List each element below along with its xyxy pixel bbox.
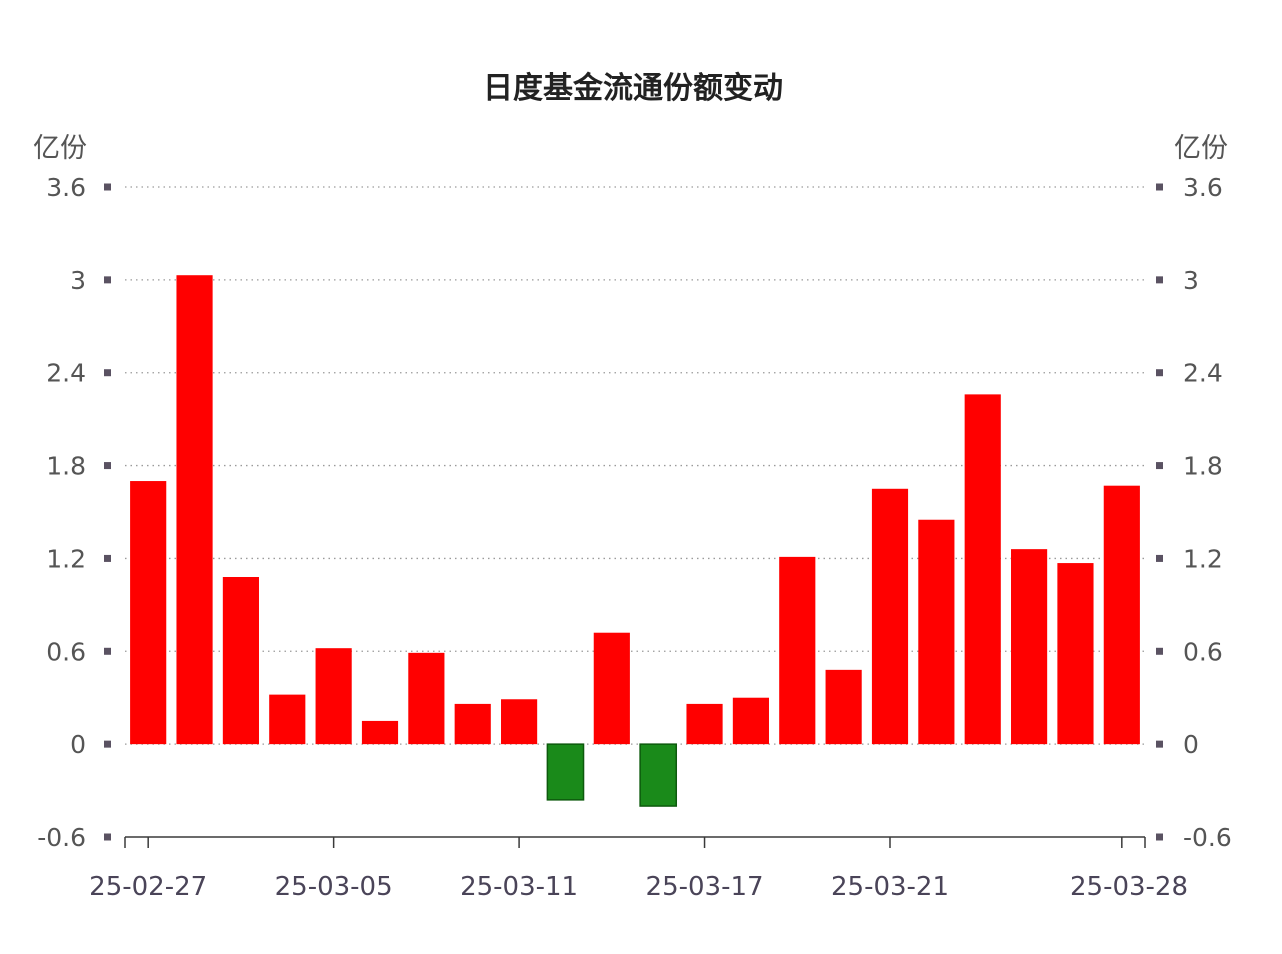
bar	[686, 703, 723, 745]
left-axis-unit: 亿份	[33, 133, 87, 164]
bar	[639, 743, 678, 807]
right-tick-marker	[1156, 183, 1163, 191]
bar	[176, 275, 213, 745]
right-tick-label: 0	[1183, 730, 1199, 759]
left-tick-marker	[104, 554, 111, 562]
left-tick-marker	[104, 462, 111, 470]
left-tick-marker	[104, 740, 111, 748]
bar	[732, 697, 769, 745]
bar	[1103, 485, 1140, 745]
x-tick-label: 25-03-21	[831, 872, 949, 902]
right-tick-marker	[1156, 833, 1163, 841]
left-tick-label: 1.8	[46, 452, 86, 481]
chart-title: 日度基金流通份额变动	[483, 71, 783, 106]
bar	[315, 648, 352, 745]
bar	[130, 481, 167, 745]
x-tick-label: 25-02-27	[89, 872, 207, 902]
bar	[918, 519, 955, 745]
right-tick-marker	[1156, 462, 1163, 470]
left-tick-label: 3	[70, 266, 86, 295]
right-tick-label: 3	[1183, 266, 1199, 295]
bar	[361, 720, 399, 745]
right-tick-label: 1.8	[1183, 452, 1223, 481]
bar	[1057, 563, 1094, 745]
bar	[593, 632, 630, 745]
axes	[104, 183, 1163, 848]
left-tick-label: 0	[70, 730, 86, 759]
right-tick-marker	[1156, 554, 1163, 562]
right-axis-unit: 亿份	[1174, 133, 1228, 164]
bar	[964, 394, 1001, 745]
bar	[1011, 549, 1048, 745]
right-tick-label: 1.2	[1183, 544, 1223, 573]
right-tick-label: 3.6	[1183, 173, 1223, 202]
left-tick-marker	[104, 647, 111, 655]
left-tick-label: 1.2	[46, 544, 86, 573]
right-tick-marker	[1156, 740, 1163, 748]
right-tick-label: 2.4	[1183, 359, 1223, 388]
bar	[546, 743, 585, 801]
bar	[501, 699, 538, 745]
x-tick-label: 25-03-28	[1070, 872, 1188, 902]
left-tick-label: 2.4	[46, 359, 86, 388]
x-tick-label: 25-03-05	[275, 872, 393, 902]
bar	[825, 669, 862, 745]
left-tick-marker	[104, 183, 111, 191]
left-tick-label: 3.6	[46, 173, 86, 202]
left-tick-label: -0.6	[37, 823, 86, 852]
bar	[408, 652, 445, 745]
left-tick-marker	[104, 276, 111, 284]
right-tick-marker	[1156, 276, 1163, 284]
x-tick-label: 25-03-11	[460, 872, 578, 902]
bars	[130, 275, 1140, 807]
left-tick-marker	[104, 369, 111, 377]
right-tick-label: 0.6	[1183, 637, 1223, 666]
bar	[222, 577, 259, 745]
x-tick-label: 25-03-17	[646, 872, 764, 902]
left-tick-marker	[104, 833, 111, 841]
left-tick-label: 0.6	[46, 637, 86, 666]
right-tick-marker	[1156, 369, 1163, 377]
bar	[779, 556, 816, 745]
tick-labels: 3.6 3.6 3 3 2.4 2.4 1.8 1.8 1.2 1.2 0.6 0.6 0 0 -0.6 -0…	[37, 173, 1232, 902]
bar	[871, 488, 909, 745]
right-tick-marker	[1156, 647, 1163, 655]
bar	[269, 694, 306, 745]
right-tick-label: -0.6	[1183, 823, 1232, 852]
bar	[454, 703, 491, 745]
